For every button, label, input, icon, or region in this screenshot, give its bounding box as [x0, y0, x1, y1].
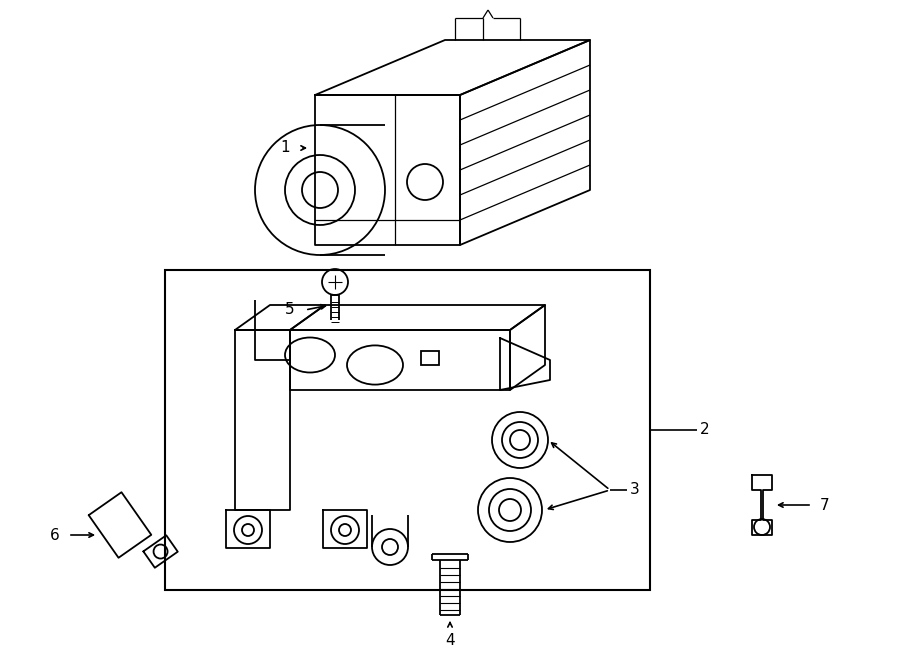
Text: 3: 3	[630, 483, 640, 498]
Bar	[421, 351, 439, 365]
Bar	[165, 270, 650, 590]
Text: 2: 2	[700, 422, 709, 438]
Text: 6: 6	[50, 527, 60, 543]
Text: 5: 5	[285, 303, 295, 317]
Text: 4: 4	[446, 633, 454, 648]
Text: 7: 7	[820, 498, 830, 512]
Text: 1: 1	[281, 141, 290, 155]
